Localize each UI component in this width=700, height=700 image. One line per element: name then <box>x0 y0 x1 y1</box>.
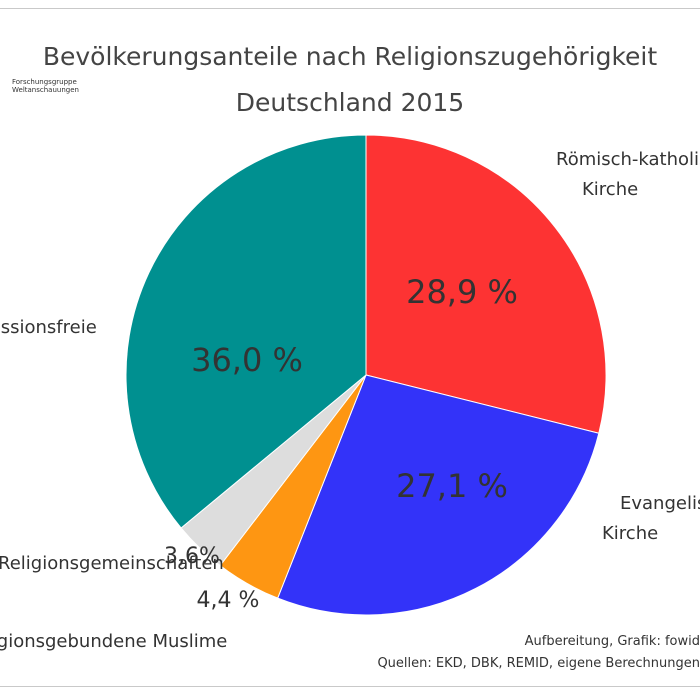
frame-top-line <box>0 8 700 9</box>
logo-line-1: Forschungsgruppe <box>12 78 77 86</box>
pie-slice-1 <box>277 374 600 616</box>
chart-title: Bevölkerungsanteile nach Religionszugehö… <box>42 42 658 71</box>
slice-value-label-1: 27,1 % <box>396 467 508 505</box>
footer-sources: Quellen: EKD, DBK, REMID, eigene Berechn… <box>377 656 700 671</box>
slice-name-label-1-0: Evangelische <box>620 493 700 514</box>
slice-name-label-4-0: Konfessionsfreie <box>0 317 97 338</box>
slice-name-label-1-1: Kirche <box>602 523 658 544</box>
logo-line-2: Weltanschauungen <box>12 86 79 94</box>
slice-name-label-2-0: Religionsgebundene Muslime <box>0 631 227 652</box>
frame-bottom-line <box>0 686 700 687</box>
slice-name-label-0-1: Kirche <box>582 179 638 200</box>
chart-subtitle: Deutschland 2015 <box>235 88 465 117</box>
slice-name-label-3-0: Andere Religionsgemeinschaften <box>0 553 224 574</box>
slice-name-label-0-0: Römisch-katholische <box>556 149 700 170</box>
slice-value-label-3: 3,6% <box>164 544 220 569</box>
slice-value-label-4: 36,0 % <box>191 341 303 379</box>
pie-slice-4 <box>125 134 367 529</box>
footer-credit: Aufbereitung, Grafik: fowid <box>524 634 700 649</box>
slice-value-label-2: 4,4 % <box>197 588 260 613</box>
slice-value-label-0: 28,9 % <box>406 273 518 311</box>
pie-slice-0 <box>365 134 607 434</box>
